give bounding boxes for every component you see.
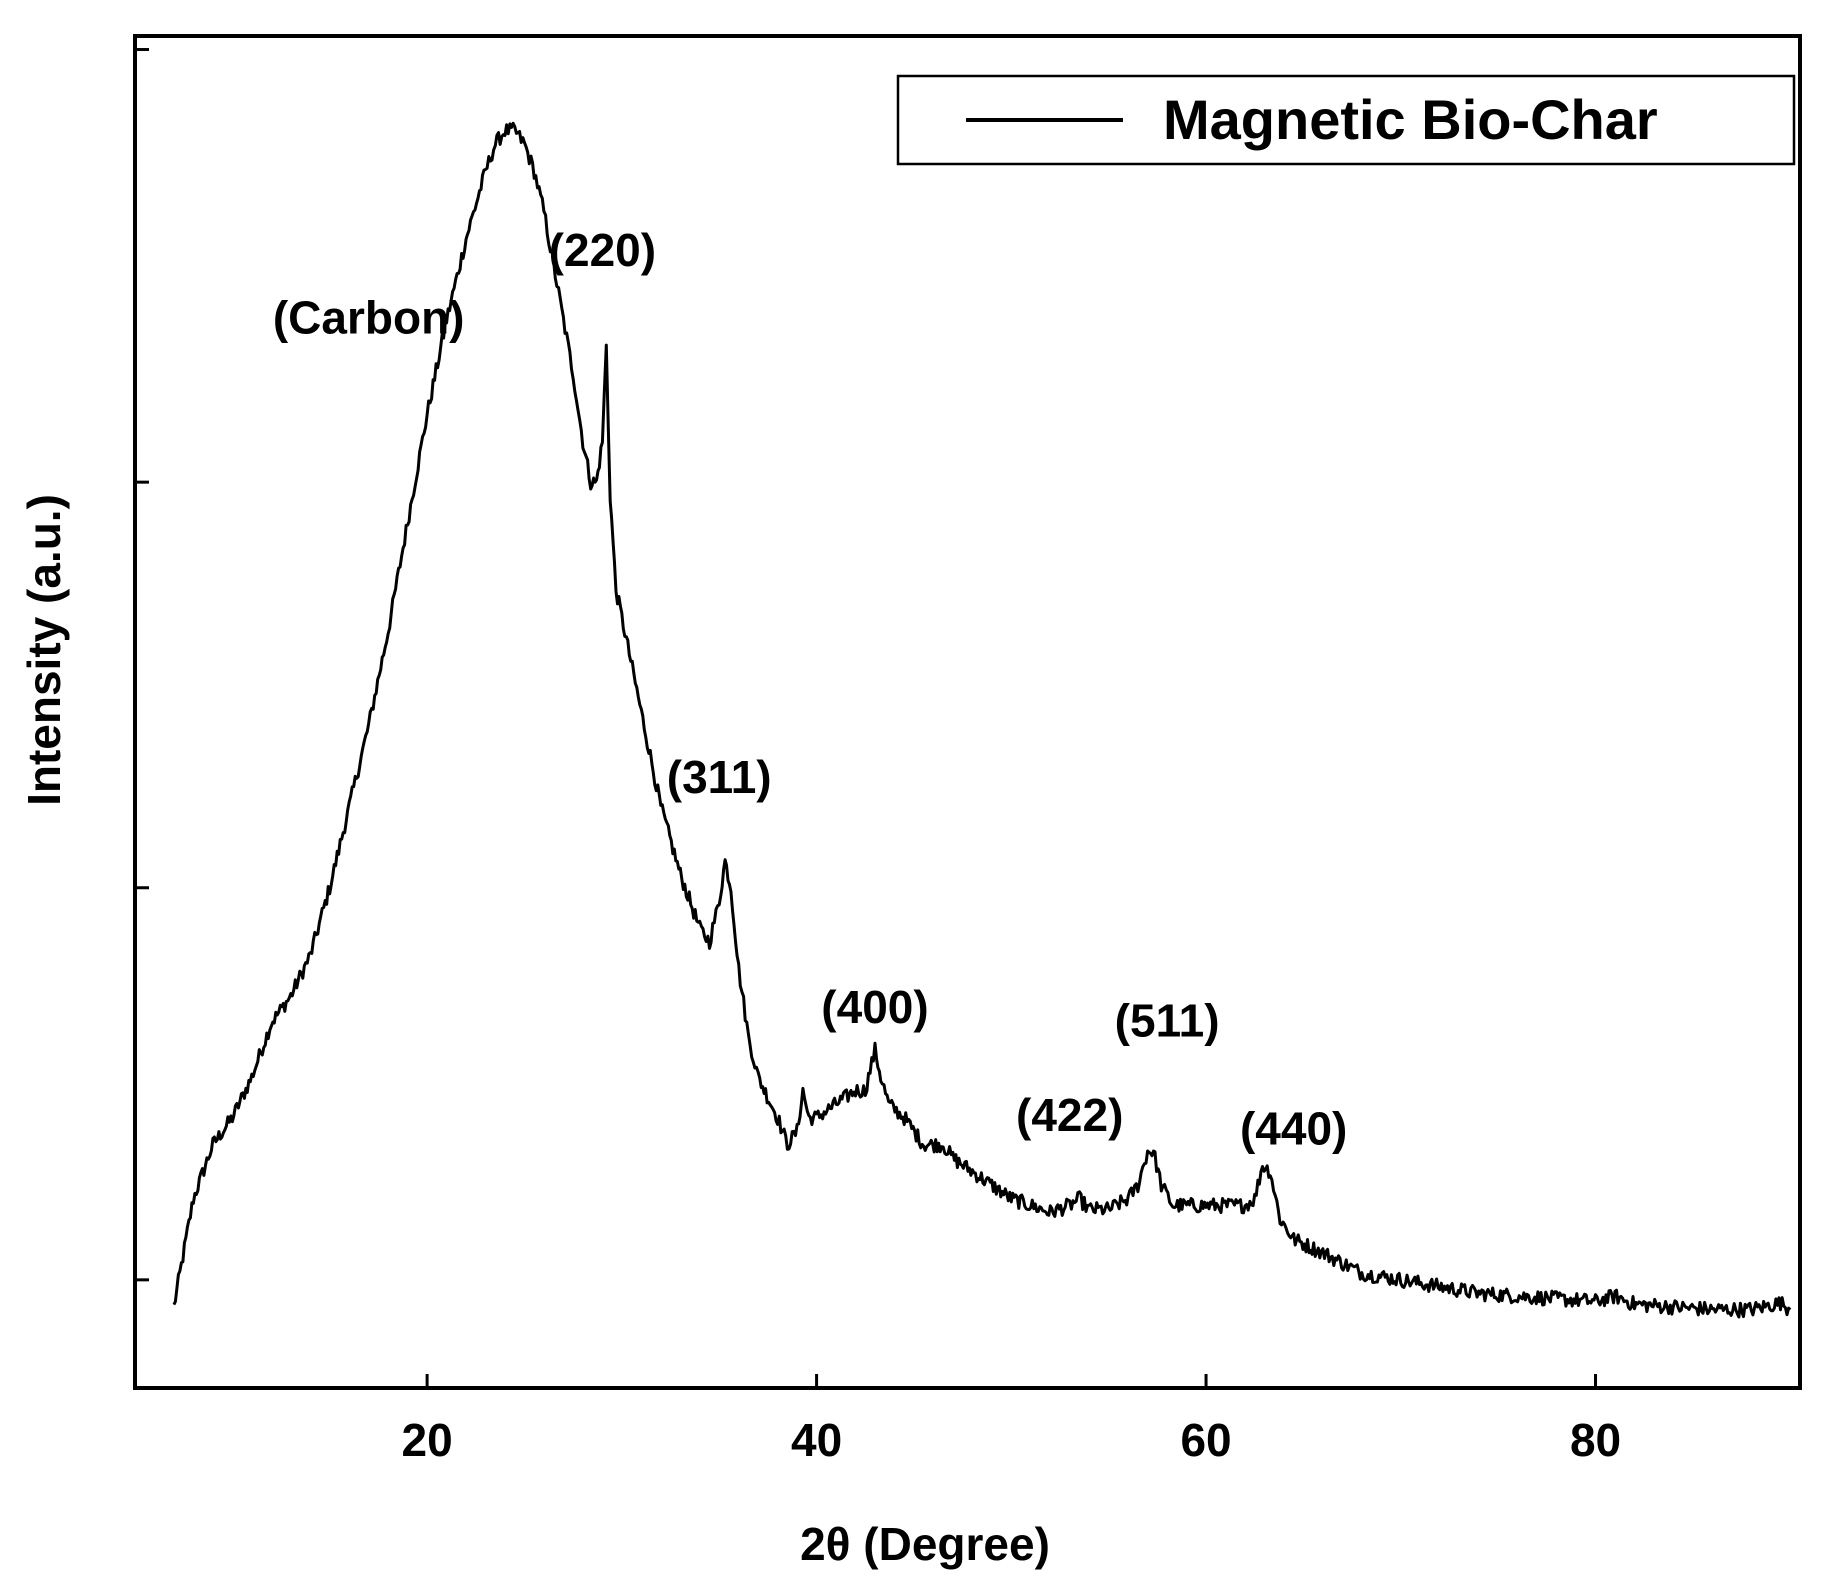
- series-layer: [172, 121, 1792, 1319]
- series-line-magnetic-bio-char: [172, 121, 1792, 1319]
- x-tick-label: 40: [791, 1414, 842, 1466]
- y-axis-label: Intensity (a.u.): [18, 494, 70, 806]
- peak-label: (511): [1115, 994, 1220, 1046]
- axes: [133, 34, 1802, 1390]
- peak-label: (311): [667, 751, 772, 803]
- legend-label: Magnetic Bio-Char: [1163, 88, 1658, 151]
- tick-marks: [135, 48, 1598, 1388]
- x-axis-label: 2θ (Degree): [800, 1518, 1050, 1570]
- tick-labels: 20 40 60 80: [402, 1414, 1622, 1466]
- peak-annotations: (Carbon) (220) (311) (400) (422) (511) (440): [273, 224, 1348, 1155]
- peak-label: (400): [821, 981, 928, 1033]
- legend: Magnetic Bio-Char: [896, 74, 1796, 166]
- peak-label: (440): [1240, 1103, 1347, 1155]
- peak-label: (422): [1016, 1089, 1123, 1141]
- peak-label: (Carbon): [273, 291, 465, 343]
- x-tick-label: 20: [402, 1414, 453, 1466]
- peak-label: (220): [549, 224, 656, 276]
- x-tick-label: 80: [1570, 1414, 1621, 1466]
- x-tick-label: 60: [1180, 1414, 1231, 1466]
